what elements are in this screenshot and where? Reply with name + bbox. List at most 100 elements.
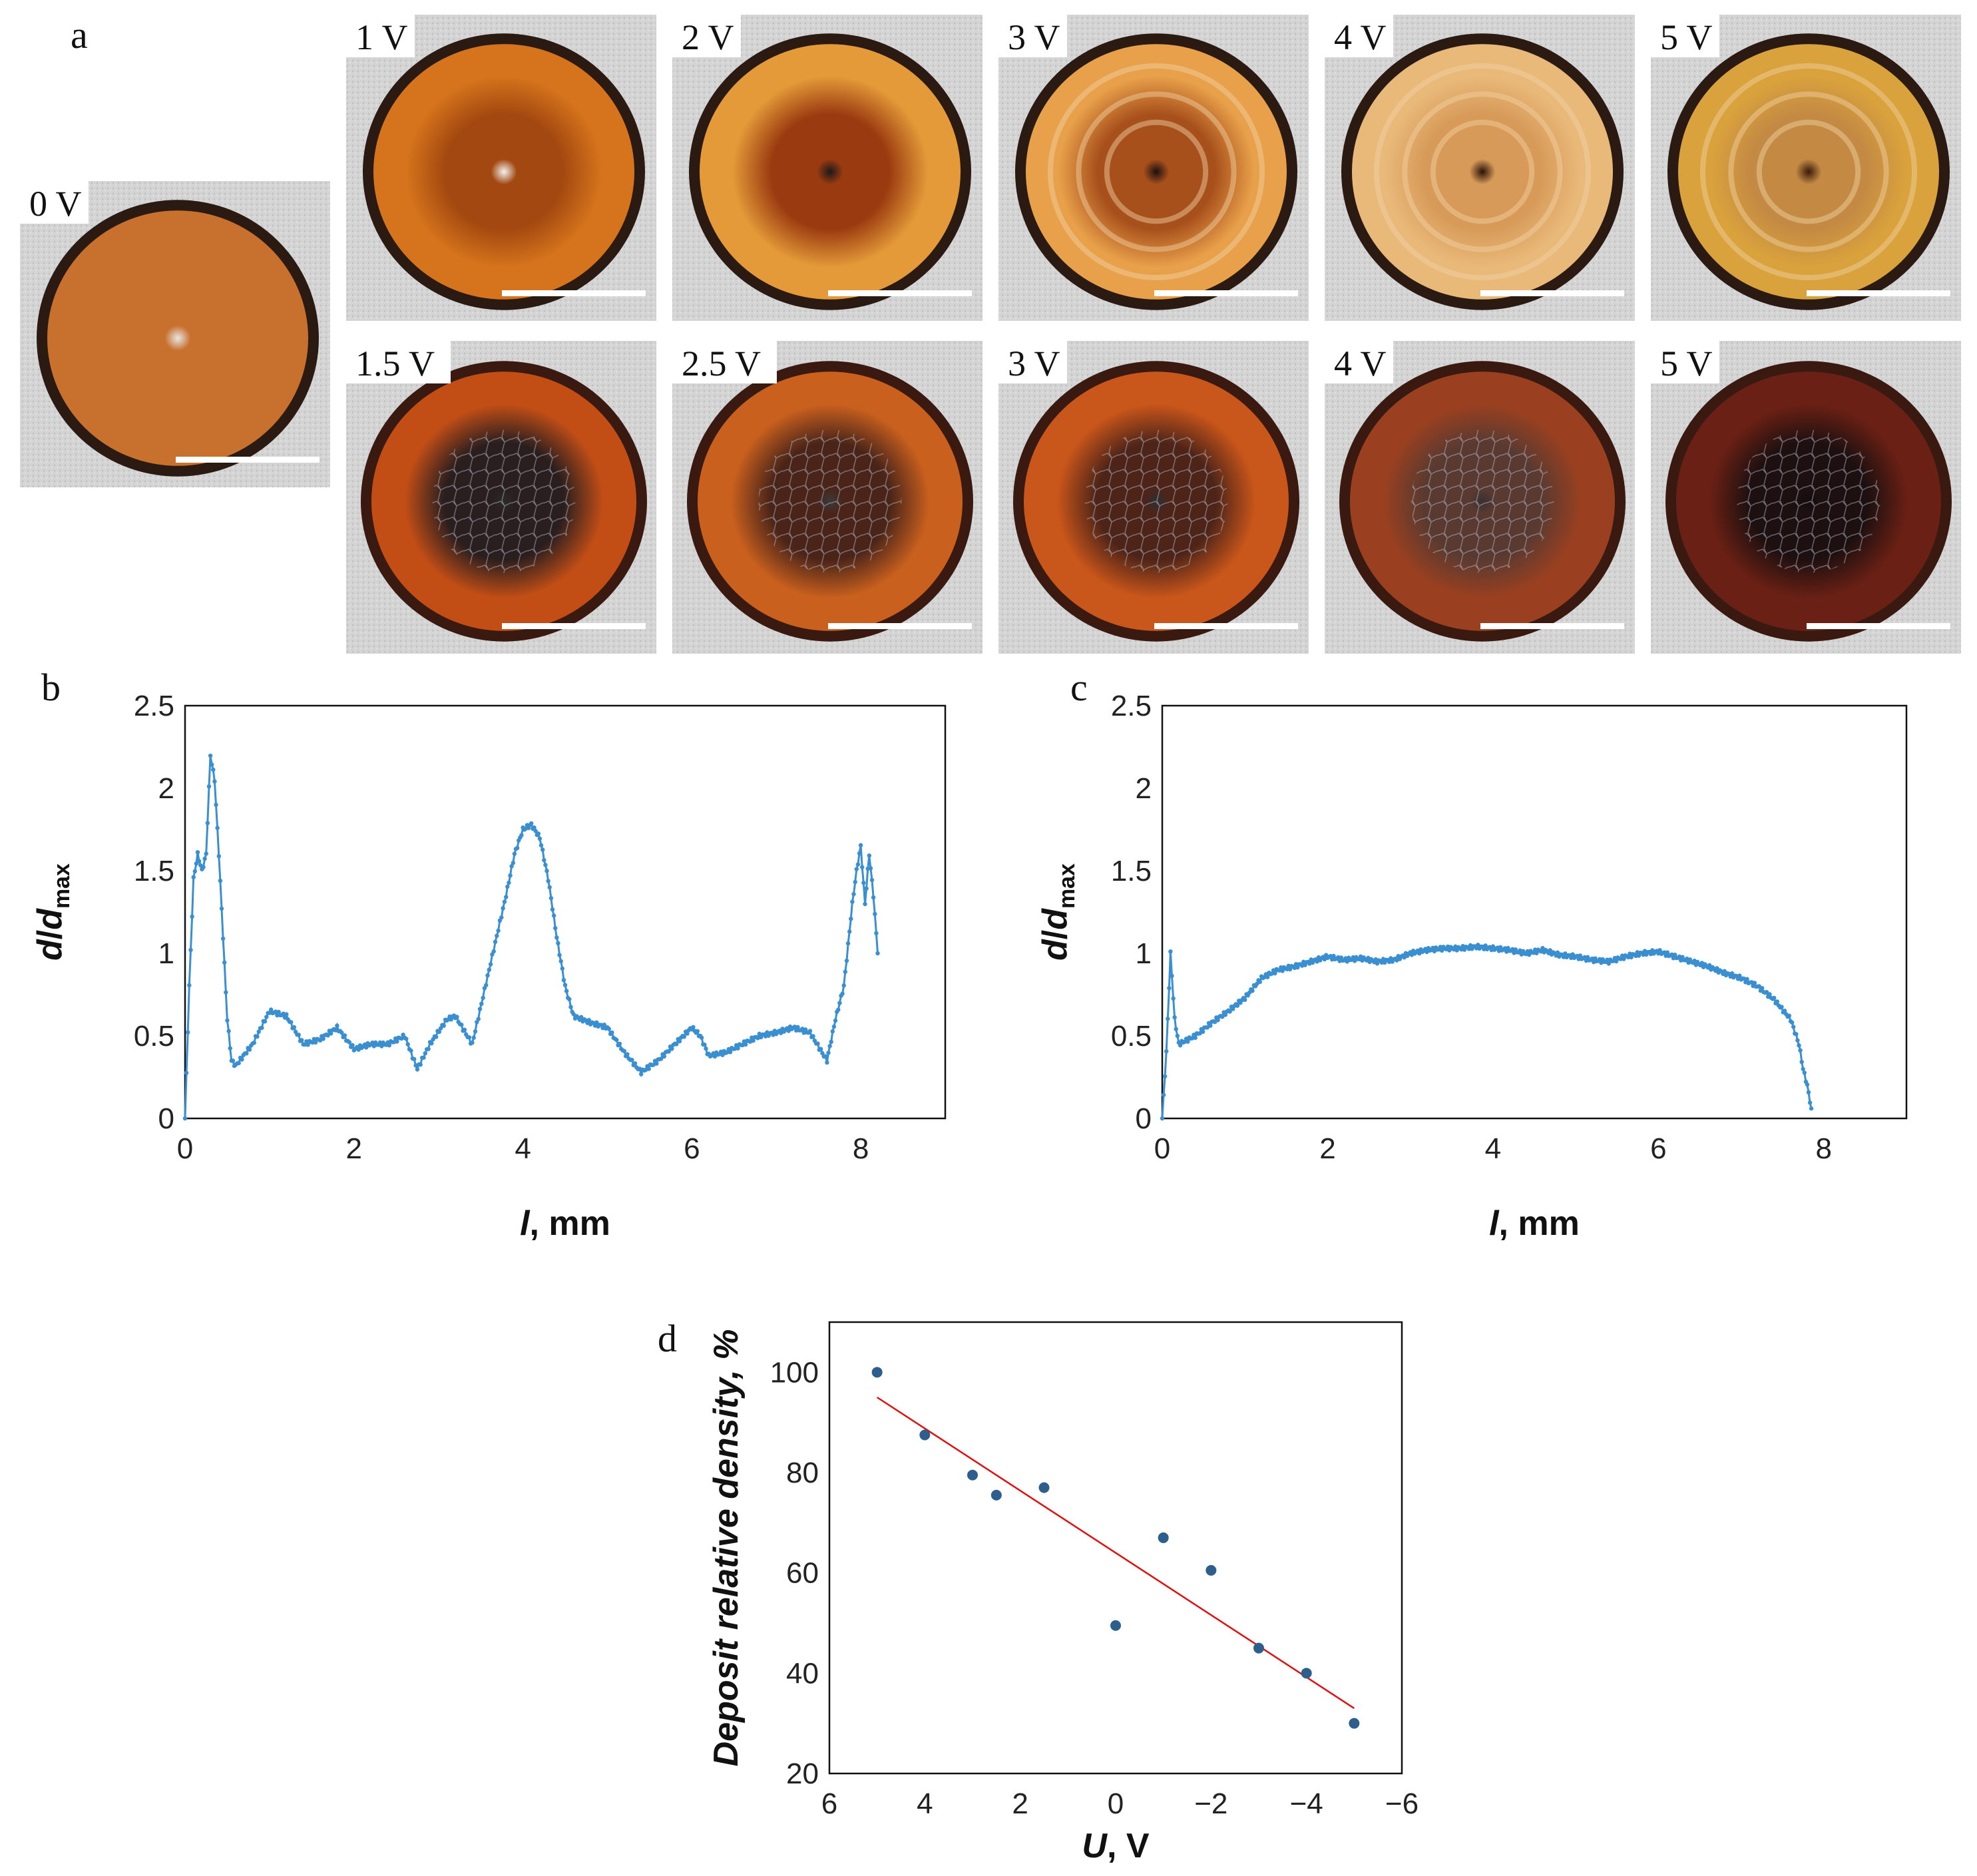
chart-b-data-point: [247, 1047, 252, 1052]
chart-d-ylabel-text: Deposit relative density, %: [707, 1329, 746, 1767]
photo-label: 4 V: [1334, 344, 1387, 383]
deposit-stain: [1678, 44, 1939, 300]
chart-b-data-point: [551, 913, 556, 918]
chart-b-data-point: [412, 1056, 417, 1062]
chart-c-data-point: [1626, 955, 1631, 960]
chart-c-data-point: [1715, 966, 1719, 971]
chart-b-data-point: [499, 915, 504, 920]
chart-c-data-point: [1590, 956, 1595, 961]
coffee-ring: [1402, 91, 1563, 252]
chart-b-data-point: [292, 1025, 296, 1030]
chart-c-data-point: [1779, 1005, 1784, 1009]
chart-b-data-point: [218, 878, 223, 883]
chart-b-data-point: [847, 929, 852, 934]
chart-b-data-point: [868, 866, 873, 871]
chart-d-data-point: [1158, 1532, 1169, 1543]
chart-b-data-point: [853, 879, 857, 885]
chart-b-data-point: [230, 1058, 236, 1063]
coffee-ring: [1728, 91, 1889, 252]
chart-b-data-point: [339, 1031, 344, 1035]
chart-b-data-point: [255, 1034, 260, 1039]
chart-b-data-point: [508, 873, 513, 878]
chart-b-data-point: [276, 1009, 281, 1015]
deposit-stain: [1026, 44, 1287, 300]
chart-c-data-point: [1802, 1070, 1807, 1075]
chart-b-data-point: [228, 1046, 232, 1051]
chart-c-data-point: [1438, 945, 1442, 949]
chart-b-data-point: [364, 1045, 369, 1050]
chart-b-data-point: [491, 949, 496, 954]
coffee-ring: [1374, 63, 1591, 280]
chart-b: 0 0.5 1 1.5 2 2.5 0 2 4 6 8: [134, 690, 880, 1165]
chart-b-data-point: [300, 1038, 304, 1043]
chart-c-data-point: [1482, 947, 1486, 951]
chart-d-data-point: [990, 1489, 1002, 1501]
chart-b-data-point: [321, 1037, 326, 1041]
chart-b-data-point: [462, 1027, 467, 1033]
chart-b-data-point: [484, 983, 489, 988]
chart-b-data-point: [801, 1031, 806, 1035]
chart-c-data-point: [1532, 947, 1538, 952]
chart-c-data-point: [1235, 1003, 1240, 1008]
chart-b-data-point: [560, 966, 564, 971]
chart-b-data-point: [702, 1043, 707, 1047]
chart-b-data-point: [614, 1037, 619, 1043]
chart-b-data-point: [695, 1029, 700, 1034]
chart-b-data-point: [674, 1042, 679, 1047]
chart-c-data-point: [1174, 1027, 1178, 1032]
chart-b-data-point: [617, 1041, 622, 1047]
chart-b-data-point: [485, 973, 490, 978]
chart-b-data-point: [441, 1023, 446, 1029]
chart-b-data-point: [505, 884, 510, 889]
chart-b-data-point: [244, 1051, 249, 1056]
chart-c-data-point: [1764, 990, 1769, 995]
chart-b-ytick-label: 2: [158, 772, 174, 805]
chart-b-data-point: [504, 895, 509, 899]
chart-b-ytick-label: 2.5: [134, 690, 174, 722]
panel-b-letter: b: [41, 666, 61, 709]
chart-c-data-point: [1170, 973, 1174, 979]
chart-b-data-point: [874, 931, 879, 936]
scale-bar: [828, 290, 972, 296]
chart-b-data-point: [487, 967, 491, 972]
chart-b-data-point: [807, 1029, 813, 1033]
deposit-photo: 5 V: [1651, 341, 1961, 654]
chart-c-data-point: [1175, 1033, 1180, 1039]
chart-b-data-point: [550, 907, 555, 912]
deposit-photo: 4 V: [1325, 341, 1635, 654]
coffee-ring: [1104, 119, 1209, 224]
panel-a-letter: a: [71, 13, 88, 57]
photo-label-background: [1651, 341, 1719, 383]
chart-d-data-point: [1206, 1564, 1217, 1576]
chart-b-data-point: [219, 906, 224, 911]
scale-bar: [828, 623, 972, 629]
chart-b-data-point: [579, 1015, 584, 1020]
chart-b-data-point: [677, 1039, 682, 1044]
chart-b-xtick-label: 0: [177, 1132, 193, 1165]
chart-b-data-point: [214, 802, 218, 808]
chart-c-data-point: [1295, 965, 1300, 970]
chart-c-data-point: [1737, 973, 1742, 978]
chart-b-data-point: [871, 895, 876, 900]
chart-b-data-point: [495, 933, 499, 938]
chart-b-data-point: [488, 962, 493, 967]
chart-b-data-point: [833, 1018, 838, 1023]
chart-b-data-point: [473, 1029, 478, 1034]
chart-b-data-point: [496, 928, 501, 933]
chart-b-data-point: [543, 863, 548, 867]
chart-b-data-point: [252, 1041, 256, 1045]
chart-b-data-point: [275, 1013, 280, 1018]
photo-label-background: [346, 15, 415, 57]
chart-b-data-point: [260, 1025, 264, 1031]
chart-b-data-point: [350, 1043, 355, 1048]
chart-b-data-point: [857, 851, 862, 856]
chart-b-data-point: [606, 1027, 611, 1031]
chart-c-data-point: [1168, 949, 1173, 954]
photo-label: 1 V: [355, 17, 408, 57]
chart-b-data-point: [312, 1037, 316, 1042]
chart-c-data-point: [1578, 953, 1583, 958]
chart-d-data-point: [1301, 1668, 1312, 1679]
chart-b-data-point: [841, 983, 846, 988]
chart-b-data-point: [536, 831, 541, 836]
